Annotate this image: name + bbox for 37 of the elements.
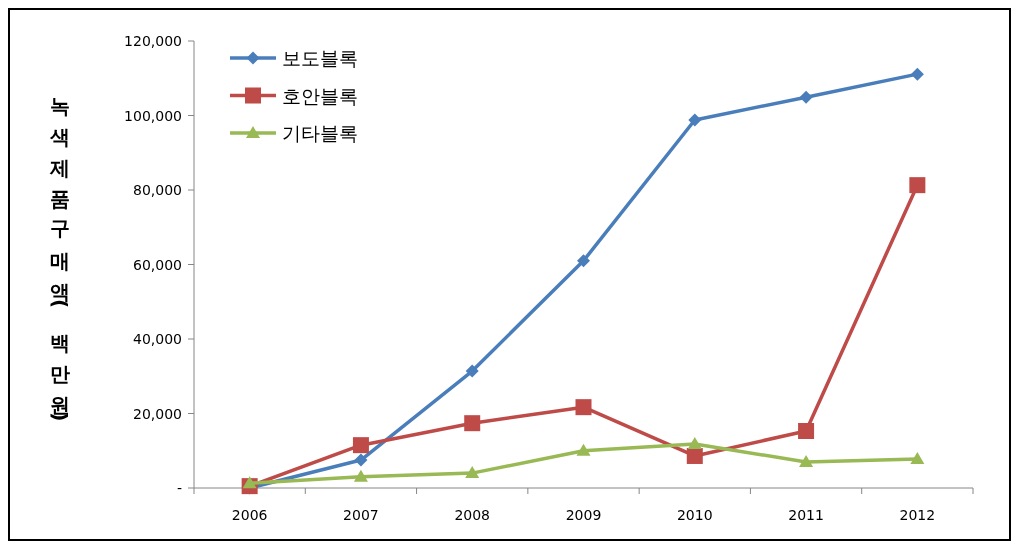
point <box>353 469 368 482</box>
point <box>465 364 479 378</box>
y-tick-label: 60,000 <box>133 256 182 273</box>
y-tick-label: - <box>176 480 182 496</box>
legend-label: 호안블록 <box>282 84 358 107</box>
point <box>799 90 813 104</box>
legend-label: 기타블록 <box>282 122 358 144</box>
point <box>910 67 924 81</box>
x-tick-label: 2009 <box>565 507 602 523</box>
y-tick-label: 20,000 <box>133 405 182 422</box>
x-tick-label: 2011 <box>788 507 824 523</box>
x-tick-label: 2010 <box>676 507 713 523</box>
point <box>242 476 257 489</box>
x-tick-label: 2007 <box>343 507 379 523</box>
point <box>799 454 814 467</box>
point <box>686 447 703 464</box>
y-axis-title: 녹색제품구매액(백만원) <box>48 82 72 433</box>
point <box>798 423 815 440</box>
point <box>575 399 592 416</box>
x-tick-label: 2012 <box>899 507 936 523</box>
y-tick-label: 100,000 <box>124 107 182 124</box>
point <box>354 453 368 467</box>
y-tick-label: 120,000 <box>124 33 182 49</box>
point <box>464 415 481 432</box>
point <box>465 466 480 479</box>
legend-label: 보도블록 <box>282 47 358 69</box>
point <box>909 177 926 194</box>
point <box>688 113 702 127</box>
point <box>577 254 590 268</box>
point <box>910 451 925 464</box>
x-tick-label: 2006 <box>231 507 268 523</box>
y-tick-label: 40,000 <box>133 331 182 347</box>
point <box>687 437 702 450</box>
point <box>352 437 369 454</box>
x-tick-label: 2008 <box>454 507 491 523</box>
point <box>576 443 591 456</box>
y-tick-label: 80,000 <box>133 182 182 198</box>
